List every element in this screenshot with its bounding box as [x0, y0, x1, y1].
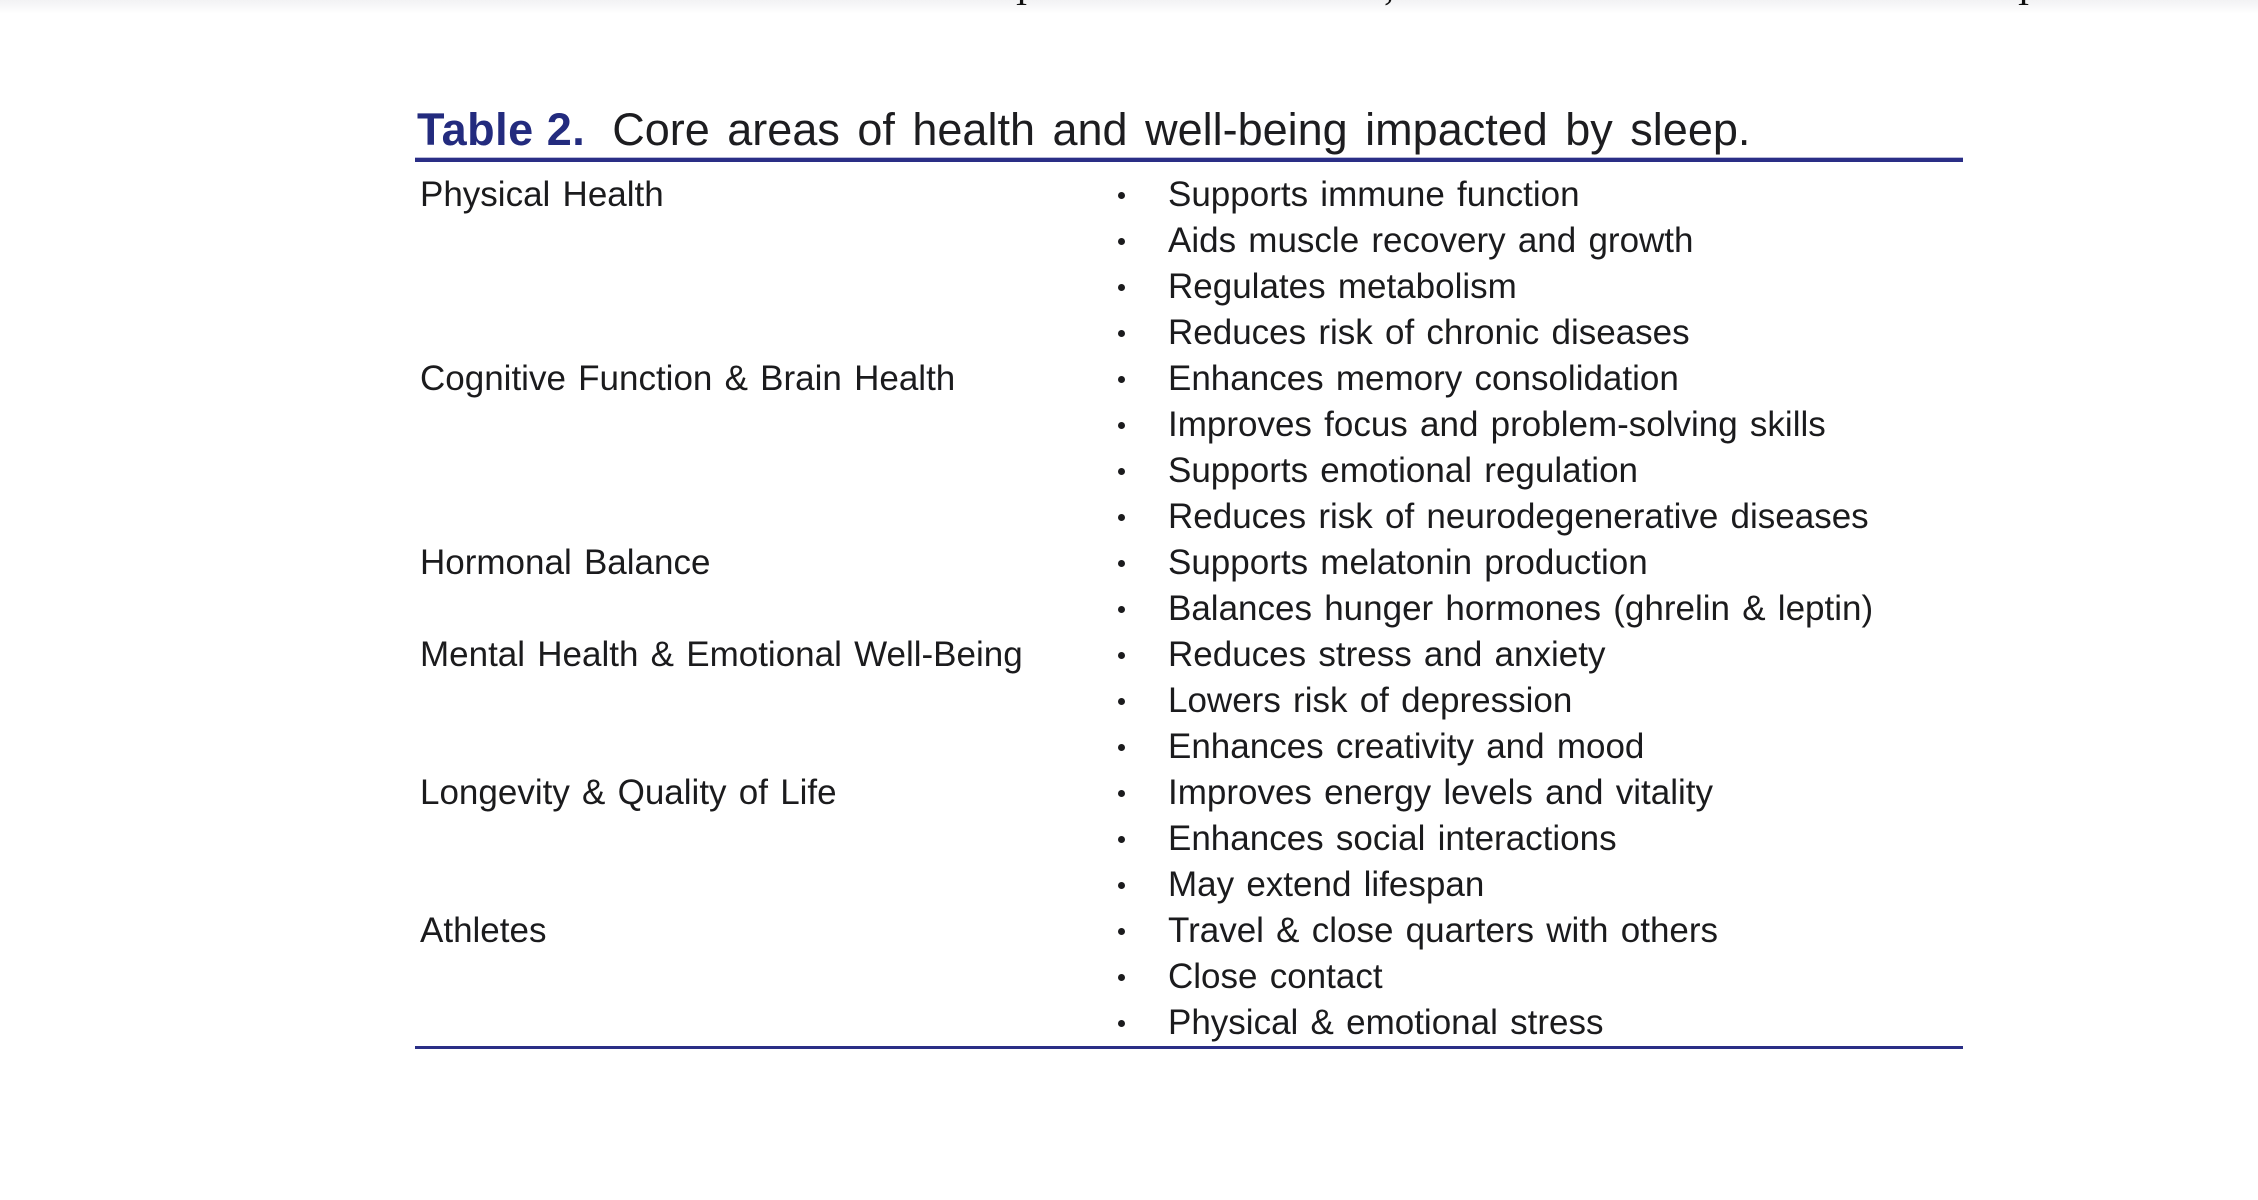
bullet-item: Supports melatonin production	[1112, 540, 1963, 586]
bullet-icon	[1118, 329, 1125, 337]
items-cell: Supports immune function Aids muscle rec…	[1112, 172, 1963, 356]
bullet-item: Regulates metabolism	[1112, 264, 1963, 310]
bullet-text: Supports immune function	[1168, 175, 1580, 214]
cropped-glyph-fragment: ,	[1384, 0, 1394, 6]
bullet-icon	[1118, 467, 1125, 475]
bullet-icon	[1118, 191, 1125, 199]
table-body: Physical Health Supports immune function…	[417, 172, 1963, 1046]
bullet-item: Enhances creativity and mood	[1112, 724, 1963, 770]
bullet-item: Balances hunger hormones (ghrelin & lept…	[1112, 586, 1963, 632]
category-cell: Mental Health & Emotional Well-Being	[420, 635, 1023, 674]
bullet-item: Close contact	[1112, 954, 1963, 1000]
bullet-text: Physical & emotional stress	[1168, 1003, 1604, 1042]
bullet-text: Supports emotional regulation	[1168, 451, 1639, 490]
bullet-item: Enhances memory consolidation	[1112, 356, 1963, 402]
bullet-text: Travel & close quarters with others	[1168, 911, 1719, 950]
table-row-group: Cognitive Function & Brain Health Enhanc…	[417, 356, 1963, 540]
bullet-text: Improves energy levels and vitality	[1168, 773, 1713, 812]
bullet-icon	[1118, 651, 1125, 659]
bullet-item: Lowers risk of depression	[1112, 678, 1963, 724]
items-cell: Travel & close quarters with others Clos…	[1112, 908, 1963, 1046]
bullet-icon	[1118, 973, 1125, 981]
cropped-glyph-fragment: l	[1016, 0, 1027, 9]
bullet-item: Travel & close quarters with others	[1112, 908, 1963, 954]
bullet-item: Physical & emotional stress	[1112, 1000, 1963, 1046]
bullet-text: Enhances social interactions	[1168, 819, 1617, 858]
cropped-text-line: l, l	[0, 0, 2258, 9]
table-row-group: Athletes Travel & close quarters with ot…	[417, 908, 1963, 1046]
bullet-icon	[1118, 881, 1125, 889]
items-cell: Reduces stress and anxiety Lowers risk o…	[1112, 632, 1963, 770]
table-row-group: Mental Health & Emotional Well-Being Red…	[417, 632, 1963, 770]
bullet-text: Reduces stress and anxiety	[1168, 635, 1606, 674]
bullet-item: Improves focus and problem-solving skill…	[1112, 402, 1963, 448]
table-caption: Core areas of health and well-being impa…	[612, 104, 1751, 155]
bullet-icon	[1118, 835, 1125, 843]
bullet-text: Regulates metabolism	[1168, 267, 1517, 306]
bullet-text: Reduces risk of neurodegenerative diseas…	[1168, 497, 1869, 536]
table-label: Table 2.	[417, 104, 586, 155]
bullet-icon	[1118, 421, 1125, 429]
bullet-icon	[1118, 927, 1125, 935]
bullet-item: Aids muscle recovery and growth	[1112, 218, 1963, 264]
category-cell: Longevity & Quality of Life	[420, 773, 837, 812]
table-top-rule	[415, 158, 1963, 162]
cropped-glyph-fragment: l	[2018, 0, 2029, 9]
bullet-icon	[1118, 375, 1125, 383]
bullet-icon	[1118, 559, 1125, 567]
bullet-item: Enhances social interactions	[1112, 816, 1963, 862]
bullet-text: Aids muscle recovery and growth	[1168, 221, 1694, 260]
category-cell: Hormonal Balance	[420, 543, 711, 582]
table-bottom-rule	[415, 1046, 1963, 1049]
bullet-icon	[1118, 513, 1125, 521]
bullet-item: Reduces stress and anxiety	[1112, 632, 1963, 678]
bullet-item: Reduces risk of chronic diseases	[1112, 310, 1963, 356]
items-cell: Enhances memory consolidation Improves f…	[1112, 356, 1963, 540]
bullet-item: May extend lifespan	[1112, 862, 1963, 908]
category-cell: Cognitive Function & Brain Health	[420, 359, 956, 398]
bullet-icon	[1118, 237, 1125, 245]
bullet-text: Lowers risk of depression	[1168, 681, 1573, 720]
bullet-text: Reduces risk of chronic diseases	[1168, 313, 1690, 352]
bullet-text: Supports melatonin production	[1168, 543, 1648, 582]
bullet-item: Supports immune function	[1112, 172, 1963, 218]
category-cell: Athletes	[420, 911, 547, 950]
bullet-item: Supports emotional regulation	[1112, 448, 1963, 494]
bullet-icon	[1118, 605, 1125, 613]
bullet-icon	[1118, 697, 1125, 705]
bullet-text: Enhances memory consolidation	[1168, 359, 1679, 398]
items-cell: Supports melatonin production Balances h…	[1112, 540, 1963, 632]
table-row-group: Hormonal Balance Supports melatonin prod…	[417, 540, 1963, 632]
category-cell: Physical Health	[420, 175, 664, 214]
bullet-item: Improves energy levels and vitality	[1112, 770, 1963, 816]
bullet-text: Balances hunger hormones (ghrelin & lept…	[1168, 589, 1874, 628]
bullet-text: Improves focus and problem-solving skill…	[1168, 405, 1826, 444]
bullet-icon	[1118, 283, 1125, 291]
bullet-icon	[1118, 789, 1125, 797]
items-cell: Improves energy levels and vitality Enha…	[1112, 770, 1963, 908]
table-row-group: Longevity & Quality of Life Improves ene…	[417, 770, 1963, 908]
table-title: Table 2. Core areas of health and well-b…	[417, 104, 1750, 156]
bullet-text: May extend lifespan	[1168, 865, 1485, 904]
bullet-icon	[1118, 743, 1125, 751]
bullet-text: Close contact	[1168, 957, 1383, 996]
bullet-icon	[1118, 1019, 1125, 1027]
table-row-group: Physical Health Supports immune function…	[417, 172, 1963, 356]
bullet-item: Reduces risk of neurodegenerative diseas…	[1112, 494, 1963, 540]
bullet-text: Enhances creativity and mood	[1168, 727, 1645, 766]
